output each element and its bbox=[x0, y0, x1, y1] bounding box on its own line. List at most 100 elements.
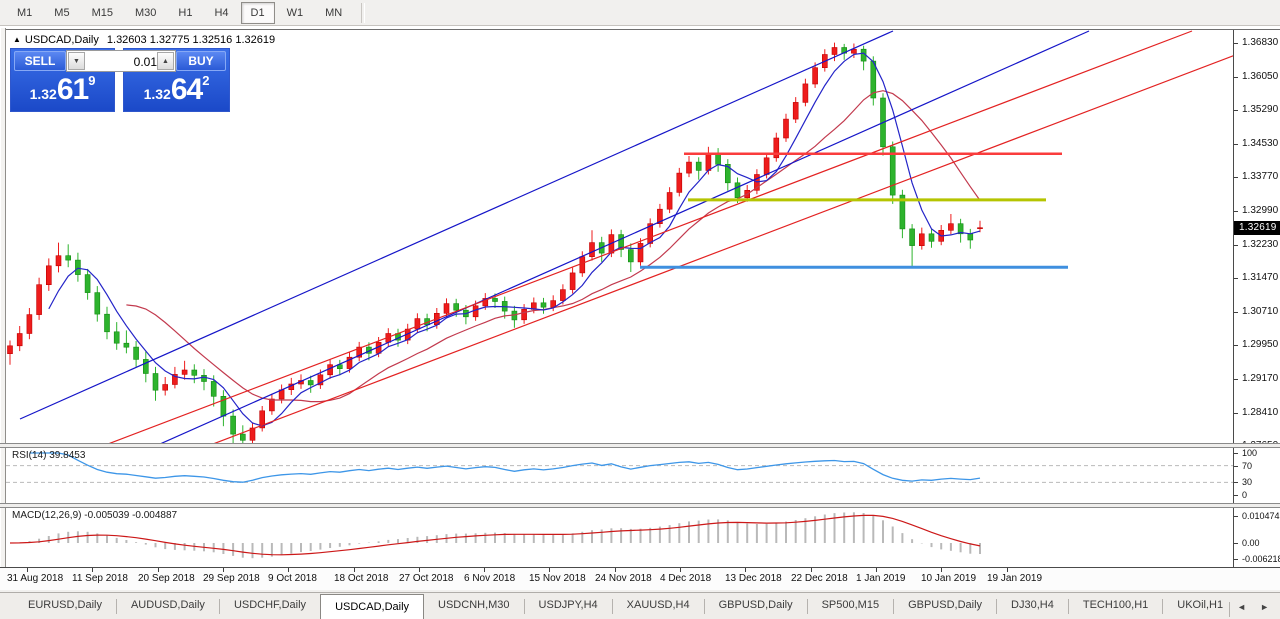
date-axis-label: 6 Nov 2018 bbox=[464, 573, 516, 584]
price-axis-tick bbox=[1234, 144, 1238, 145]
tab-separator bbox=[893, 599, 895, 614]
timeframe-button-m1[interactable]: M1 bbox=[17, 6, 33, 19]
date-axis-label: 18 Oct 2018 bbox=[334, 573, 389, 584]
price-axis[interactable]: 1.36830 1.36050 1.35290 1.34530 1.33770 1.329… bbox=[1233, 30, 1280, 451]
timeframe-button-m5[interactable]: M5 bbox=[54, 6, 70, 19]
buy-price-prefix: 1.32 bbox=[143, 86, 171, 102]
rsi-axis-label: 0 bbox=[1242, 490, 1248, 500]
chart-tab-tech100-h1[interactable]: TECH100,H1 bbox=[1082, 599, 1149, 611]
price-axis-label: 1.32990 bbox=[1242, 205, 1279, 216]
chart-tab-gbpusd-daily[interactable]: GBPUSD,Daily bbox=[718, 599, 793, 611]
volume-stepper: ▼ ▲ bbox=[66, 50, 176, 73]
trend-red-lower bbox=[212, 37, 1280, 445]
volume-increase-button[interactable]: ▲ bbox=[157, 52, 174, 70]
timeframe-button-h4[interactable]: H4 bbox=[214, 6, 229, 19]
collapse-triangle-icon[interactable]: ▲ bbox=[13, 35, 21, 44]
chart-title: ▲ USDCAD,Daily 1.32603 1.32775 1.32516 1.3… bbox=[13, 34, 275, 46]
chart-tab-bar: EURUSD,Daily AUDUSD,Daily USDCHF,Daily USDC… bbox=[0, 592, 1280, 619]
ma-slow-line bbox=[126, 90, 981, 403]
timeframe-button-m15[interactable]: M15 bbox=[91, 6, 113, 19]
rsi-label: RSI(14) 39.8453 bbox=[12, 450, 86, 461]
date-axis-tick bbox=[680, 568, 681, 572]
price-axis-label: 1.29170 bbox=[1242, 373, 1279, 384]
date-axis-tick bbox=[288, 568, 289, 572]
date-axis-label: 11 Sep 2018 bbox=[72, 573, 128, 584]
tab-separator bbox=[115, 599, 117, 614]
buy-price-pipette: 2 bbox=[202, 73, 210, 88]
chart-tab-usdchf-daily[interactable]: USDCHF,Daily bbox=[233, 599, 307, 611]
timeframe-toolbar: M1 M5 M15 M30 H1 H4 D1 W1 MN bbox=[0, 0, 1280, 26]
volume-decrease-button[interactable]: ▼ bbox=[68, 52, 85, 70]
rsi-indicator-pane[interactable] bbox=[6, 448, 1233, 503]
one-click-trading-panel: 1.32619 1.32642 SELL BUY ▼ ▲ bbox=[10, 48, 230, 112]
buy-button[interactable]: BUY bbox=[176, 51, 226, 71]
rsi-axis-tick bbox=[1234, 495, 1238, 496]
macd-signal-line bbox=[9, 514, 981, 556]
date-axis-label: 1 Jan 2019 bbox=[856, 573, 906, 584]
timeframe-button-h1[interactable]: H1 bbox=[178, 6, 193, 19]
buy-price-main: 64 bbox=[170, 73, 203, 106]
macd-chart-svg bbox=[9, 512, 981, 559]
date-axis-tick bbox=[419, 568, 420, 572]
rsi-axis[interactable]: 100 70 30 0 bbox=[1233, 448, 1280, 503]
price-axis-tick bbox=[1234, 278, 1238, 279]
timeframe-button-m30[interactable]: M30 bbox=[134, 6, 157, 19]
tab-scroll-right-icon[interactable]: ► bbox=[1260, 601, 1269, 612]
chart-tab-audusd-daily[interactable]: AUDUSD,Daily bbox=[130, 599, 205, 611]
drawing-objects-layer bbox=[19, 30, 1280, 445]
toolbar-separator bbox=[361, 2, 366, 23]
tab-separator bbox=[996, 599, 998, 614]
macd-indicator-pane[interactable] bbox=[6, 508, 1233, 567]
chart-tab-usdcnh-m30[interactable]: USDCNH,M30 bbox=[438, 599, 510, 611]
timeframe-button-mn[interactable]: MN bbox=[325, 6, 343, 19]
date-axis[interactable]: 31 Aug 2018 11 Sep 2018 20 Sep 2018 29 Sep … bbox=[0, 567, 1280, 590]
sell-price: 1.32619 bbox=[11, 73, 114, 107]
chart-tab-dj30-h4[interactable]: DJ30,H4 bbox=[1011, 599, 1054, 611]
pane-separator[interactable] bbox=[0, 503, 1280, 508]
date-axis-tick bbox=[92, 568, 93, 572]
chart-tab-sp500-m15[interactable]: SP500,M15 bbox=[821, 599, 880, 611]
ma-fast-line bbox=[48, 52, 981, 427]
timeframe-button-d1[interactable]: D1 bbox=[240, 1, 275, 24]
date-axis-tick bbox=[615, 568, 616, 572]
price-axis-tick bbox=[1234, 379, 1238, 380]
date-axis-label: 9 Oct 2018 bbox=[268, 573, 317, 584]
tab-separator bbox=[1229, 602, 1231, 617]
sell-button[interactable]: SELL bbox=[14, 51, 66, 71]
timeframe-button-w1[interactable]: W1 bbox=[286, 6, 304, 19]
price-axis-tick bbox=[1234, 177, 1238, 178]
chart-tab-xauusd-h4[interactable]: XAUUSD,H4 bbox=[626, 599, 690, 611]
tab-separator bbox=[1162, 599, 1164, 614]
date-axis-tick bbox=[484, 568, 485, 572]
tab-separator bbox=[218, 599, 220, 614]
tab-separator bbox=[611, 599, 613, 614]
macd-axis[interactable]: 0.010474 0.00 -0.006218 bbox=[1233, 508, 1280, 567]
macd-axis-label: -0.006218 bbox=[1242, 554, 1280, 564]
pane-separator[interactable] bbox=[0, 443, 1280, 448]
sell-price-main: 61 bbox=[56, 73, 89, 106]
rsi-axis-tick bbox=[1234, 482, 1238, 483]
volume-input[interactable] bbox=[87, 51, 159, 73]
rsi-axis-label: 100 bbox=[1242, 448, 1258, 458]
chart-tab-usdjpy-h4[interactable]: USDJPY,H4 bbox=[538, 599, 598, 611]
tab-separator bbox=[523, 599, 525, 614]
channel-lower-blue bbox=[159, 30, 1090, 445]
date-axis-label: 20 Sep 2018 bbox=[138, 573, 195, 584]
price-axis-label: 1.33770 bbox=[1242, 171, 1279, 182]
date-axis-tick bbox=[27, 568, 28, 572]
date-axis-tick bbox=[223, 568, 224, 572]
date-axis-label: 22 Dec 2018 bbox=[791, 573, 848, 584]
tab-scroll-left-icon[interactable]: ◄ bbox=[1237, 601, 1247, 612]
date-axis-label: 27 Oct 2018 bbox=[399, 573, 454, 584]
tab-separator bbox=[806, 599, 808, 614]
candles-layer bbox=[7, 42, 983, 446]
price-axis-tick bbox=[1234, 312, 1238, 313]
date-axis-tick bbox=[1007, 568, 1008, 572]
chart-tab-ukoil-h1[interactable]: UKOil,H1 bbox=[1177, 599, 1224, 611]
date-axis-tick bbox=[158, 568, 159, 572]
date-axis-label: 24 Nov 2018 bbox=[595, 573, 652, 584]
chart-tab-usdcad-daily[interactable]: USDCAD,Daily bbox=[320, 594, 425, 619]
sell-price-pipette: 9 bbox=[88, 73, 96, 88]
chart-tab-gbpusd-daily-2[interactable]: GBPUSD,Daily bbox=[908, 599, 983, 611]
chart-tab-eurusd-daily[interactable]: EURUSD,Daily bbox=[28, 599, 102, 611]
